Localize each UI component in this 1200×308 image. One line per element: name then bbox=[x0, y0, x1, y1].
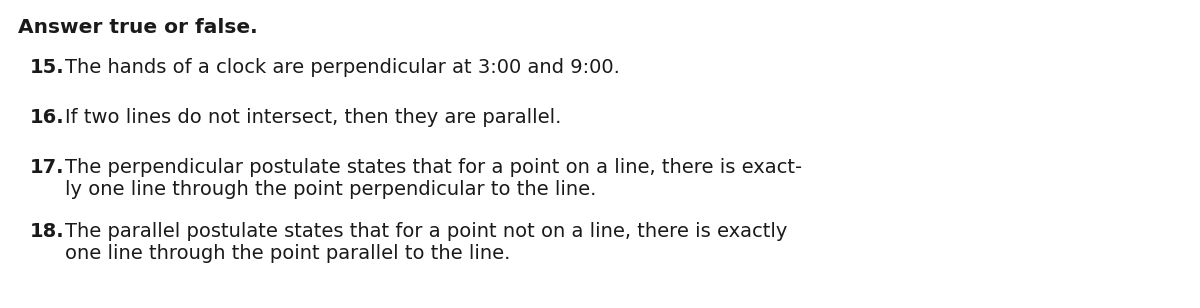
Text: Answer true or false.: Answer true or false. bbox=[18, 18, 258, 37]
Text: The hands of a clock are perpendicular at 3:00 and 9:00.: The hands of a clock are perpendicular a… bbox=[65, 58, 620, 77]
Text: 16.: 16. bbox=[30, 108, 65, 127]
Text: The parallel postulate states that for a point not on a line, there is exactly: The parallel postulate states that for a… bbox=[65, 222, 787, 241]
Text: ly one line through the point perpendicular to the line.: ly one line through the point perpendicu… bbox=[65, 180, 596, 199]
Text: 17.: 17. bbox=[30, 158, 65, 177]
Text: The perpendicular postulate states that for a point on a line, there is exact-: The perpendicular postulate states that … bbox=[65, 158, 802, 177]
Text: If two lines do not intersect, then they are parallel.: If two lines do not intersect, then they… bbox=[65, 108, 562, 127]
Text: 15.: 15. bbox=[30, 58, 65, 77]
Text: 18.: 18. bbox=[30, 222, 65, 241]
Text: one line through the point parallel to the line.: one line through the point parallel to t… bbox=[65, 244, 510, 263]
